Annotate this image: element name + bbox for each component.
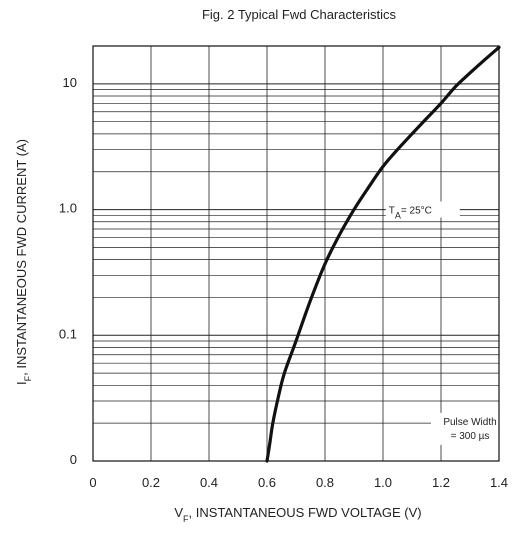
x-tick-label: 0.6 bbox=[258, 475, 276, 490]
text-rest: , INSTANTANEOUS FWD CURRENT (A) bbox=[14, 139, 29, 376]
x-tick-label: 0.8 bbox=[316, 475, 334, 490]
grid bbox=[92, 45, 500, 462]
text-rest: , INSTANTANEOUS FWD VOLTAGE (V) bbox=[189, 505, 422, 520]
series-line bbox=[265, 45, 501, 463]
text-subscript: A bbox=[395, 211, 401, 221]
annotation-backdrop bbox=[385, 201, 460, 218]
x-tick-label: 1.4 bbox=[490, 475, 508, 490]
pulse-width-annotation-line: = 300 µs bbox=[451, 431, 490, 442]
chart-title: Fig. 2 Typical Fwd Characteristics bbox=[202, 7, 397, 22]
text-rest: = 25°C bbox=[401, 206, 432, 217]
x-tick-label: 0.4 bbox=[200, 475, 218, 490]
text-main: I bbox=[14, 381, 29, 385]
y-tick-label: 0 bbox=[70, 452, 77, 467]
series-group bbox=[265, 45, 501, 463]
x-tick-label: 1.0 bbox=[374, 475, 392, 490]
y-axis-title: IF, INSTANTANEOUS FWD CURRENT (A) bbox=[14, 139, 33, 385]
text-main: T bbox=[389, 206, 395, 217]
y-tick-label: 10 bbox=[63, 75, 77, 90]
text-subscript: F bbox=[183, 514, 189, 524]
text-main: V bbox=[174, 505, 183, 520]
temperature-annotation: TA= 25°C bbox=[389, 206, 432, 221]
x-tick-label: 1.2 bbox=[432, 475, 450, 490]
plot-frame bbox=[92, 45, 500, 462]
x-axis-title: VF, INSTANTANEOUS FWD VOLTAGE (V) bbox=[174, 505, 421, 524]
annotation-backdrop bbox=[431, 412, 509, 445]
annotations: TA= 25°C Pulse Width = 300 µs bbox=[385, 201, 509, 445]
tick-labels: 0 0.2 0.4 0.6 0.8 1.0 1.2 1.4 0 0.1 1.0 10 bbox=[59, 75, 508, 490]
pulse-width-annotation-line: Pulse Width bbox=[443, 417, 496, 428]
x-tick-label: 0.2 bbox=[142, 475, 160, 490]
y-tick-label: 0.1 bbox=[59, 326, 77, 341]
y-tick-label: 1.0 bbox=[59, 201, 77, 216]
text-subscript: F bbox=[23, 375, 33, 381]
x-tick-label: 0 bbox=[89, 475, 96, 490]
